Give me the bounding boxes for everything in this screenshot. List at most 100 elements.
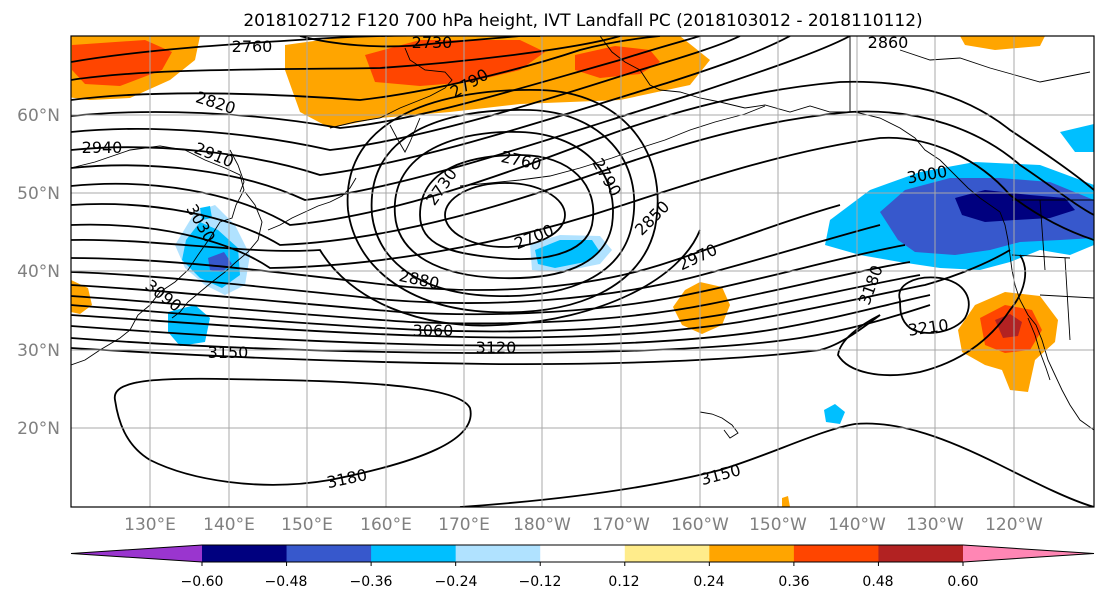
lon-label: 140°W bbox=[828, 515, 886, 535]
height-contour-3180-west bbox=[114, 377, 472, 486]
coastlines bbox=[71, 36, 1094, 439]
lat-label: 30°N bbox=[17, 341, 60, 361]
colorbar-tick-label: 0.48 bbox=[862, 574, 893, 590]
height-contour-2730-low bbox=[419, 154, 595, 260]
colorbar-tick-label: −0.24 bbox=[435, 574, 478, 590]
kamchatka-coastline bbox=[329, 47, 453, 129]
positive-anomaly-fill bbox=[365, 40, 545, 86]
height-contour-2970 bbox=[71, 80, 1094, 226]
contour-label: 2730 bbox=[412, 33, 453, 52]
height-contour-2880-north bbox=[71, 36, 741, 151]
longitude-labels: 130°E 140°E 150°E 160°E 170°E 180°W 170°… bbox=[124, 515, 1043, 535]
height-contour-2790-low bbox=[370, 109, 636, 297]
lon-label: 170°E bbox=[438, 515, 490, 535]
lat-label: 20°N bbox=[17, 419, 60, 439]
map-frame bbox=[70, 35, 1095, 508]
contour-label: 3150 bbox=[208, 343, 249, 362]
lat-label: 60°N bbox=[17, 106, 60, 126]
sakhalin-coastline bbox=[229, 149, 245, 193]
lat-label: 40°N bbox=[17, 262, 60, 282]
lon-label: 130°W bbox=[906, 515, 964, 535]
height-contour-2880 bbox=[71, 204, 841, 291]
contour-label: 2760 bbox=[232, 37, 273, 56]
colorbar-bin bbox=[202, 545, 288, 562]
colorbar-extend-low bbox=[71, 545, 202, 562]
colorbar-bin bbox=[878, 545, 964, 562]
colorbar-bin bbox=[540, 545, 626, 562]
alaska-coastline bbox=[599, 36, 1001, 213]
colorbar-bin bbox=[455, 545, 541, 562]
graticule bbox=[71, 36, 1094, 507]
height-contour-2850 bbox=[71, 229, 701, 327]
latitude-labels: 60°N 50°N 40°N 30°N 20°N bbox=[17, 106, 60, 439]
height-contour-3150 bbox=[71, 314, 881, 366]
contour-label: 2860 bbox=[868, 33, 909, 52]
map-panel: 2760 2730 2860 2820 2790 2940 2910 3030 … bbox=[70, 33, 1095, 508]
height-contour-2940-south bbox=[71, 244, 906, 316]
height-contour-2940 bbox=[71, 36, 851, 201]
height-contour-2970-south bbox=[71, 261, 911, 325]
height-contour-2820-low bbox=[346, 89, 659, 314]
height-contour-2910-south bbox=[71, 224, 881, 304]
lon-label: 150°W bbox=[749, 515, 807, 535]
colorbar-tick-label: 0.24 bbox=[693, 574, 724, 590]
lon-label: 160°W bbox=[671, 515, 729, 535]
lon-label: 160°E bbox=[360, 515, 412, 535]
lon-label: 130°E bbox=[124, 515, 176, 535]
colorbar-tick-label: −0.60 bbox=[181, 574, 224, 590]
contour-label: 3120 bbox=[476, 338, 517, 357]
height-contour-2790-north bbox=[71, 36, 621, 81]
height-contour-2700 bbox=[444, 182, 566, 248]
colorbar-tick-label: 0.60 bbox=[947, 574, 978, 590]
contour-label: 2940 bbox=[82, 138, 123, 157]
lon-label: 150°E bbox=[281, 515, 333, 535]
lon-label: 170°W bbox=[592, 515, 650, 535]
height-contour-3090 bbox=[71, 294, 931, 347]
us-state-borders bbox=[1011, 199, 1094, 341]
lat-label: 50°N bbox=[17, 184, 60, 204]
height-contour-3150-south bbox=[459, 422, 1094, 507]
height-contour-2730-north bbox=[299, 36, 521, 48]
baja-coastline bbox=[1027, 317, 1051, 381]
north-america-coastline bbox=[999, 211, 1094, 431]
negative-anomaly-fill bbox=[955, 190, 1075, 222]
lon-label: 140°E bbox=[203, 515, 255, 535]
height-contour-2760-north bbox=[71, 36, 540, 63]
height-contour-2820 bbox=[71, 36, 661, 101]
colorbar-tick-label: −0.36 bbox=[350, 574, 393, 590]
colorbar-tick-label: 0.36 bbox=[778, 574, 809, 590]
aleutian-islands-coastline bbox=[459, 105, 766, 187]
height-contour-3060 bbox=[71, 249, 1011, 339]
height-contour-2760-low bbox=[394, 131, 614, 280]
contour-label: 3060 bbox=[413, 321, 454, 340]
figure-title: 2018102712 F120 700 hPa height, IVT Land… bbox=[243, 11, 922, 31]
negative-anomaly-fill bbox=[824, 404, 845, 424]
hawaii-coastline bbox=[699, 411, 739, 439]
colorbar bbox=[70, 544, 1095, 566]
colorbar-tick-label: 0.12 bbox=[608, 574, 639, 590]
colorbar-tick-labels: −0.60 −0.48 −0.36 −0.24 −0.12 0.12 0.24 … bbox=[181, 574, 979, 590]
colorbar-bin bbox=[793, 545, 879, 562]
colorbar-bin bbox=[286, 545, 372, 562]
colorbar-bin bbox=[709, 545, 795, 562]
colorbar-extend-high bbox=[963, 545, 1094, 562]
colorbar-bin bbox=[624, 545, 710, 562]
lon-label: 120°W bbox=[985, 515, 1043, 535]
height-contour-2910 bbox=[71, 36, 791, 176]
height-contour-3210 bbox=[898, 276, 970, 334]
positive-anomaly-fill bbox=[960, 36, 1045, 50]
negative-anomaly-fill bbox=[1060, 124, 1094, 152]
height-contour-3180-east bbox=[837, 254, 1027, 376]
kamchatka-peninsula-coastline bbox=[389, 117, 421, 153]
positive-anomaly-fill bbox=[782, 496, 790, 507]
height-contours bbox=[71, 36, 1094, 507]
colorbar-tick-label: −0.48 bbox=[265, 574, 308, 590]
height-contour-3030-south bbox=[71, 274, 921, 333]
height-contour-3030 bbox=[71, 136, 1094, 269]
colorbar-tick-label: −0.12 bbox=[519, 574, 562, 590]
colorbar-bin bbox=[371, 545, 457, 562]
lon-label: 180°W bbox=[513, 515, 571, 535]
height-contour-3120 bbox=[71, 304, 931, 354]
negative-anomaly-fill bbox=[535, 240, 600, 268]
